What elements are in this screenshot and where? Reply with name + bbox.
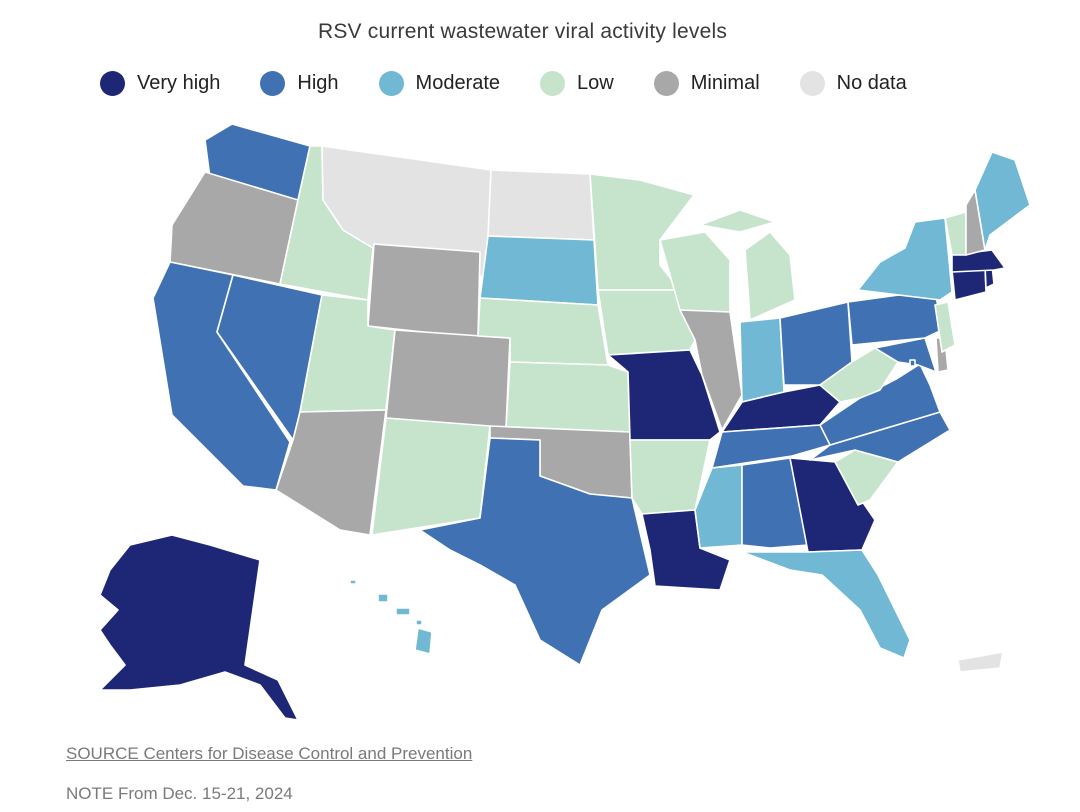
state-az[interactable] — [275, 409, 387, 536]
state-ms[interactable] — [694, 464, 743, 549]
state-nj[interactable] — [934, 301, 956, 353]
state-sd[interactable] — [479, 235, 599, 306]
state-co[interactable] — [385, 329, 511, 429]
legend-swatch-no-data — [799, 70, 825, 96]
state-tx[interactable] — [419, 437, 651, 666]
legend-item-no-data: No data — [799, 70, 907, 96]
legend-label-moderate: Moderate — [415, 71, 501, 94]
state-ny[interactable] — [857, 217, 953, 301]
legend-label-very-high: Very high — [137, 71, 221, 94]
legend-label-minimal: Minimal — [690, 71, 760, 94]
legend-swatch-minimal — [653, 70, 679, 96]
state-al[interactable] — [741, 457, 809, 549]
legend-swatch-high — [260, 70, 286, 96]
state-mi[interactable] — [699, 209, 796, 321]
legend-label-no-data: No data — [836, 71, 907, 94]
state-nd[interactable] — [487, 169, 595, 241]
state-hi[interactable] — [349, 579, 433, 655]
state-in[interactable] — [739, 317, 785, 403]
state-wy[interactable] — [367, 243, 481, 339]
legend-swatch-low — [540, 70, 566, 96]
legend-item-moderate: Moderate — [378, 70, 501, 96]
state-ga[interactable] — [789, 457, 876, 553]
state-sc[interactable] — [834, 449, 899, 506]
state-me[interactable] — [974, 151, 1031, 251]
state-fl[interactable] — [741, 549, 911, 659]
state-ak[interactable] — [99, 534, 299, 721]
state-dc[interactable] — [909, 359, 916, 367]
state-ks[interactable] — [505, 361, 631, 433]
us-choropleth-map — [99, 123, 1031, 721]
state-md[interactable] — [874, 337, 937, 373]
legend-swatch-very-high — [100, 70, 125, 96]
source-link[interactable]: SOURCE Centers for Disease Control and P… — [66, 744, 473, 763]
state-nm[interactable] — [371, 417, 491, 536]
state-mo[interactable] — [607, 349, 721, 441]
map-title: RSV current wastewater viral activity le… — [317, 20, 728, 43]
legend-item-high: High — [260, 70, 339, 96]
state-il[interactable] — [679, 309, 743, 431]
date-note: NOTE From Dec. 15-21, 2024 — [66, 784, 293, 803]
legend-item-very-high: Very high — [100, 70, 221, 96]
state-ia[interactable] — [597, 289, 696, 356]
legend-item-low: Low — [540, 70, 614, 96]
legend-label-low: Low — [577, 71, 614, 94]
state-wi[interactable] — [659, 231, 731, 321]
legend: Very high High Moderate Low Minimal No d… — [100, 68, 947, 98]
legend-item-minimal: Minimal — [653, 70, 760, 96]
legend-swatch-moderate — [378, 70, 404, 96]
state-pr[interactable] — [957, 651, 1004, 673]
legend-label-high: High — [297, 71, 339, 94]
